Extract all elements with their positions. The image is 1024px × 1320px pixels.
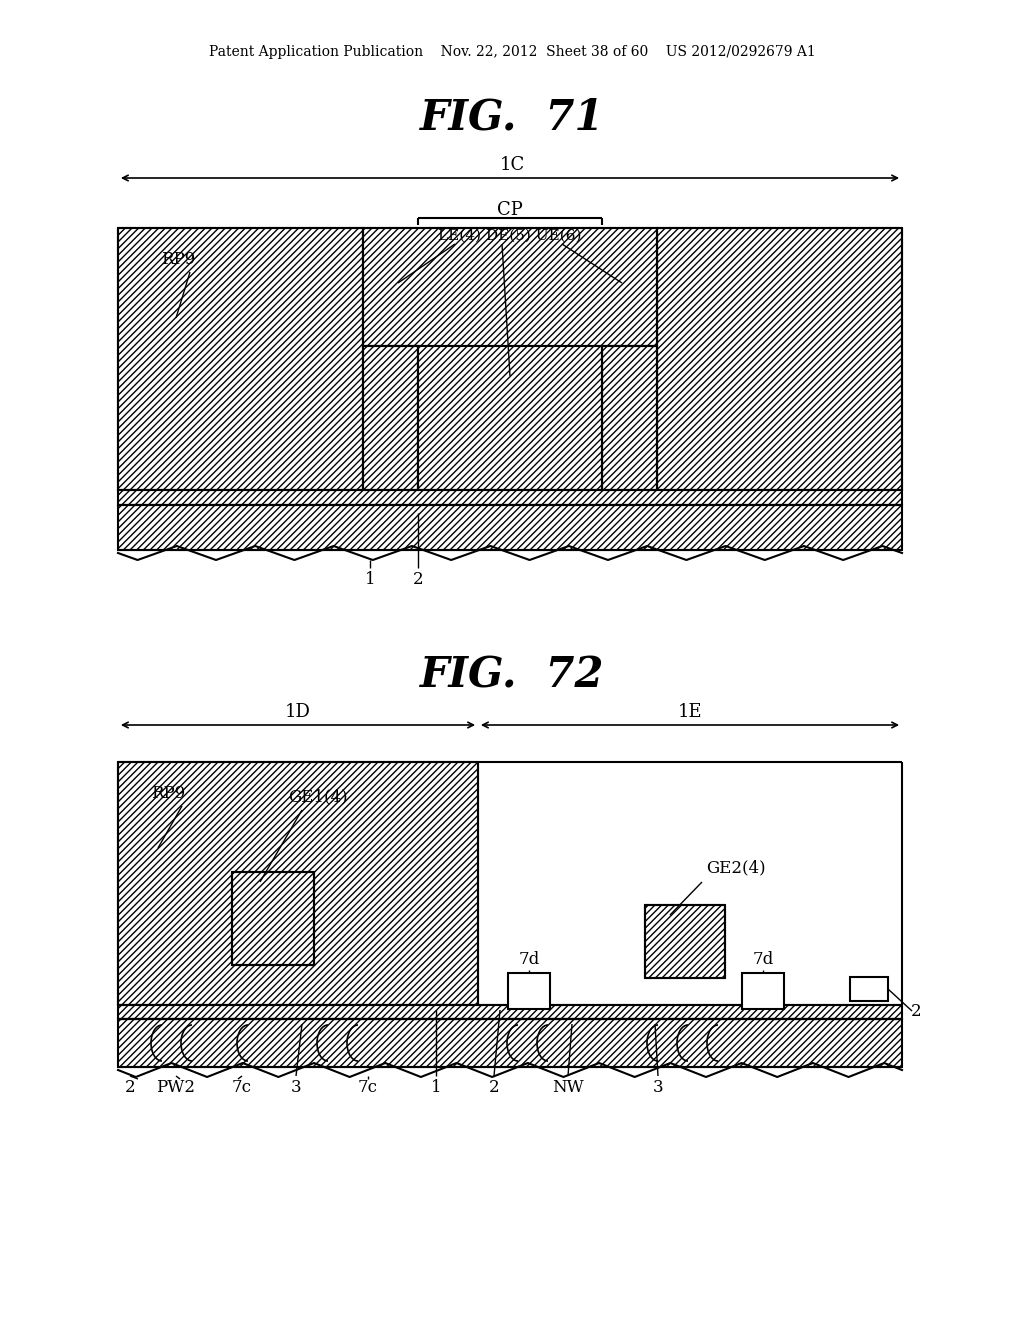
Bar <box>657 228 902 490</box>
Bar <box>418 346 602 490</box>
Bar <box>118 506 902 550</box>
Text: 1D: 1D <box>285 704 311 721</box>
Bar <box>362 228 657 346</box>
Text: Patent Application Publication    Nov. 22, 2012  Sheet 38 of 60    US 2012/02926: Patent Application Publication Nov. 22, … <box>209 45 815 59</box>
Text: RP9: RP9 <box>161 252 196 268</box>
Text: 1C: 1C <box>500 156 524 174</box>
Text: LE(4) DE(5) UE(6): LE(4) DE(5) UE(6) <box>438 228 582 243</box>
Text: 2: 2 <box>125 1080 135 1097</box>
Bar <box>118 228 362 490</box>
Text: 1: 1 <box>431 1080 441 1097</box>
Text: 7d: 7d <box>753 952 773 969</box>
Text: 1E: 1E <box>678 704 702 721</box>
Text: GE2(4): GE2(4) <box>706 859 766 876</box>
Text: 3: 3 <box>652 1080 664 1097</box>
Bar <box>742 973 784 1008</box>
Text: FIG.  72: FIG. 72 <box>420 653 604 696</box>
Bar <box>118 490 902 506</box>
Bar <box>645 906 725 978</box>
Bar <box>118 1019 902 1067</box>
Bar <box>232 873 314 965</box>
Bar <box>118 762 478 1005</box>
Bar <box>850 977 888 1001</box>
Text: 1: 1 <box>365 572 376 589</box>
Text: 2: 2 <box>413 572 423 589</box>
Text: 2: 2 <box>910 1002 922 1019</box>
Text: PW2: PW2 <box>157 1080 196 1097</box>
Bar <box>362 346 418 490</box>
Bar <box>118 1005 902 1019</box>
Text: FIG.  71: FIG. 71 <box>420 96 604 139</box>
Text: CP: CP <box>497 201 523 219</box>
Text: NW: NW <box>552 1080 584 1097</box>
Text: 7c: 7c <box>232 1080 252 1097</box>
Text: RP9: RP9 <box>151 784 185 801</box>
Text: 2: 2 <box>488 1080 500 1097</box>
Text: GE1(4): GE1(4) <box>288 788 348 805</box>
Text: 3: 3 <box>291 1080 301 1097</box>
Bar <box>232 873 314 965</box>
Text: 7c: 7c <box>358 1080 378 1097</box>
Bar <box>508 973 550 1008</box>
Text: 7d: 7d <box>518 952 540 969</box>
Bar <box>645 906 725 978</box>
Bar <box>602 346 657 490</box>
